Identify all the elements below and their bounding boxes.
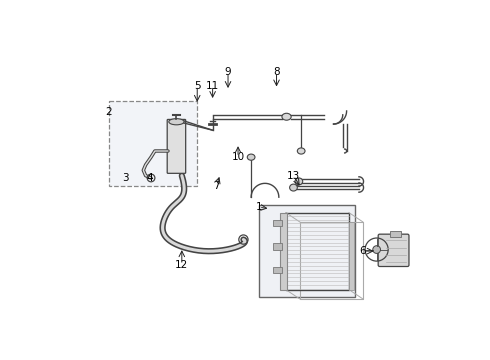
Bar [280,213,287,289]
FancyBboxPatch shape [167,120,186,173]
Text: 1: 1 [255,202,262,212]
Text: 2: 2 [105,108,112,117]
Circle shape [373,246,381,253]
Text: 10: 10 [231,152,245,162]
Text: 4: 4 [146,173,153,183]
Text: 8: 8 [273,67,280,77]
Bar [349,222,354,289]
Text: 11: 11 [206,81,219,91]
Ellipse shape [295,178,303,185]
FancyBboxPatch shape [378,234,409,266]
Ellipse shape [297,148,305,154]
Ellipse shape [169,119,184,125]
Ellipse shape [247,154,255,160]
Ellipse shape [282,113,291,120]
Text: 5: 5 [194,81,200,91]
Text: 9: 9 [225,67,231,77]
Bar [273,243,282,249]
Bar [390,231,400,237]
Text: 12: 12 [175,260,189,270]
Bar [109,101,197,186]
Bar [259,205,355,297]
Text: 7: 7 [213,181,220,191]
Bar [273,266,282,273]
Text: 13: 13 [287,171,300,181]
Ellipse shape [290,184,297,191]
Text: 3: 3 [122,173,129,183]
Bar [273,220,282,226]
Text: 6: 6 [360,246,366,256]
